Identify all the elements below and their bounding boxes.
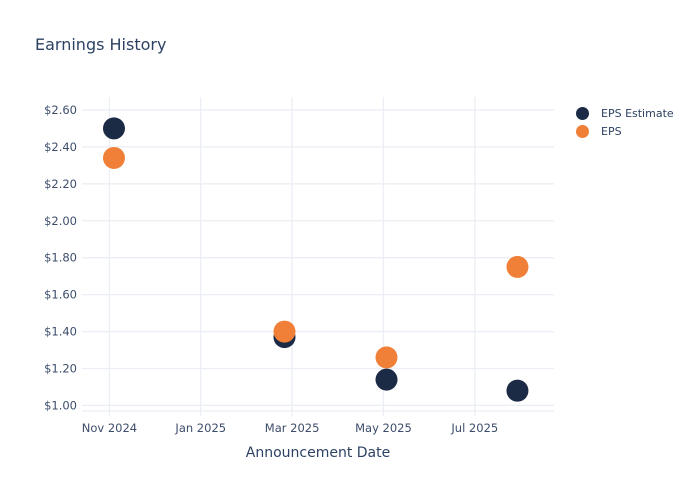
y-tick-label: $1.20	[44, 362, 77, 376]
eps-estimate-point[interactable]	[375, 368, 398, 391]
y-tick-label: $2.60	[44, 103, 77, 117]
y-tick-label: $2.20	[44, 177, 77, 191]
legend-label: EPS Estimate	[601, 106, 674, 120]
y-tick-label: $1.80	[44, 251, 77, 265]
legend-item-eps-estimate[interactable]: EPS Estimate	[576, 104, 674, 122]
eps-point[interactable]	[375, 346, 398, 369]
x-axis-title: Announcement Date	[245, 445, 391, 461]
eps-estimate-legend-dot-icon	[576, 106, 589, 120]
eps-point[interactable]	[273, 320, 296, 343]
x-tick-label: Nov 2024	[82, 421, 137, 435]
chart-title: Earnings History	[35, 35, 167, 54]
y-tick-label: $1.60	[44, 288, 77, 302]
legend-item-eps[interactable]: EPS	[576, 122, 674, 140]
eps-point[interactable]	[102, 146, 125, 169]
eps-legend-dot-icon	[576, 124, 589, 138]
y-tick-label: $2.40	[44, 140, 77, 154]
x-tick-label: Jan 2025	[174, 421, 226, 435]
x-tick-label: Mar 2025	[265, 421, 320, 435]
y-tick-label: $1.00	[44, 398, 77, 412]
eps-estimate-point[interactable]	[102, 117, 125, 140]
axis-tick-labels: $1.00 $1.20 $1.40 $1.60 $1.80 $2.00 $2.20 $2.40…	[44, 103, 498, 435]
legend: EPS Estimate EPS	[576, 104, 674, 140]
data-points	[102, 117, 529, 402]
eps-estimate-point[interactable]	[506, 379, 529, 402]
y-tick-label: $2.00	[44, 214, 77, 228]
eps-point[interactable]	[506, 255, 529, 278]
y-tick-label: $1.40	[44, 325, 77, 339]
x-tick-label: May 2025	[355, 421, 412, 435]
gridlines	[82, 97, 554, 416]
x-tick-label: Jul 2025	[450, 421, 498, 435]
legend-label: EPS	[601, 124, 622, 138]
